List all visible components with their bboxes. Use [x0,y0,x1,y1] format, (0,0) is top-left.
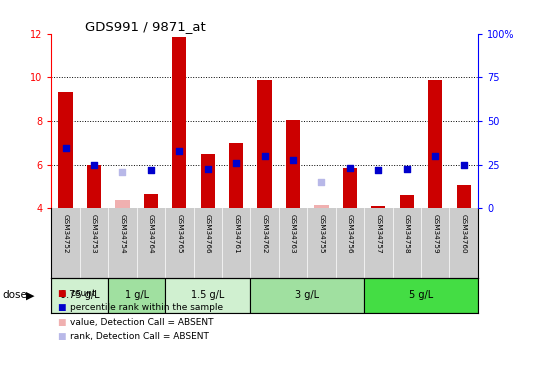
Text: 5 g/L: 5 g/L [409,290,433,300]
Bar [229,143,243,208]
Point [346,165,354,171]
Text: dose: dose [3,290,28,300]
Text: GSM34760: GSM34760 [461,214,467,253]
Point [232,160,240,166]
Bar [258,80,272,208]
Text: GSM34754: GSM34754 [119,214,125,253]
Bar [116,201,130,208]
Point [175,148,184,154]
Bar [428,80,442,208]
Bar [314,205,328,208]
Point [204,166,212,172]
Text: 3 g/L: 3 g/L [295,290,319,300]
Text: ■: ■ [57,303,65,312]
Bar [200,154,215,208]
Text: ▶: ▶ [26,290,35,300]
Text: 1.5 g/L: 1.5 g/L [191,290,225,300]
Text: GSM34763: GSM34763 [290,214,296,253]
Bar [400,195,414,208]
Text: ■: ■ [57,332,65,341]
Point [118,169,127,175]
Text: ■: ■ [57,289,65,298]
Point [90,162,98,168]
Text: GSM34753: GSM34753 [91,214,97,253]
Bar [165,278,251,313]
Bar [172,37,186,208]
Point [402,166,411,172]
Text: rank, Detection Call = ABSENT: rank, Detection Call = ABSENT [70,332,209,341]
Text: GSM34758: GSM34758 [404,214,410,253]
Text: GSM34759: GSM34759 [432,214,438,253]
Bar [286,120,300,208]
Bar [87,165,101,208]
Point [260,153,269,159]
Point [460,162,468,168]
Text: GSM34757: GSM34757 [375,214,381,253]
Text: percentile rank within the sample: percentile rank within the sample [70,303,224,312]
Text: GSM34752: GSM34752 [63,214,69,253]
Bar [51,278,108,313]
Bar [251,278,364,313]
Text: GDS991 / 9871_at: GDS991 / 9871_at [85,20,206,33]
Point [61,145,70,151]
Bar [144,194,158,208]
Text: 1 g/L: 1 g/L [125,290,148,300]
Text: ■: ■ [57,318,65,327]
Bar [58,92,72,208]
Bar [371,206,386,208]
Text: GSM34755: GSM34755 [319,214,325,253]
Text: GSM34766: GSM34766 [205,214,211,253]
Text: count: count [70,289,96,298]
Text: GSM34762: GSM34762 [261,214,268,253]
Bar [364,278,478,313]
Text: GSM34761: GSM34761 [233,214,239,253]
Text: GSM34764: GSM34764 [148,214,154,253]
Text: value, Detection Call = ABSENT: value, Detection Call = ABSENT [70,318,214,327]
Text: GSM34756: GSM34756 [347,214,353,253]
Point [289,157,298,163]
Text: GSM34765: GSM34765 [176,214,183,253]
Bar [343,168,357,208]
Bar [456,185,471,208]
Point [146,167,155,173]
Text: 0.75 g/L: 0.75 g/L [60,290,99,300]
Point [374,167,383,173]
Bar [108,278,165,313]
Point [317,179,326,185]
Point [431,153,440,159]
